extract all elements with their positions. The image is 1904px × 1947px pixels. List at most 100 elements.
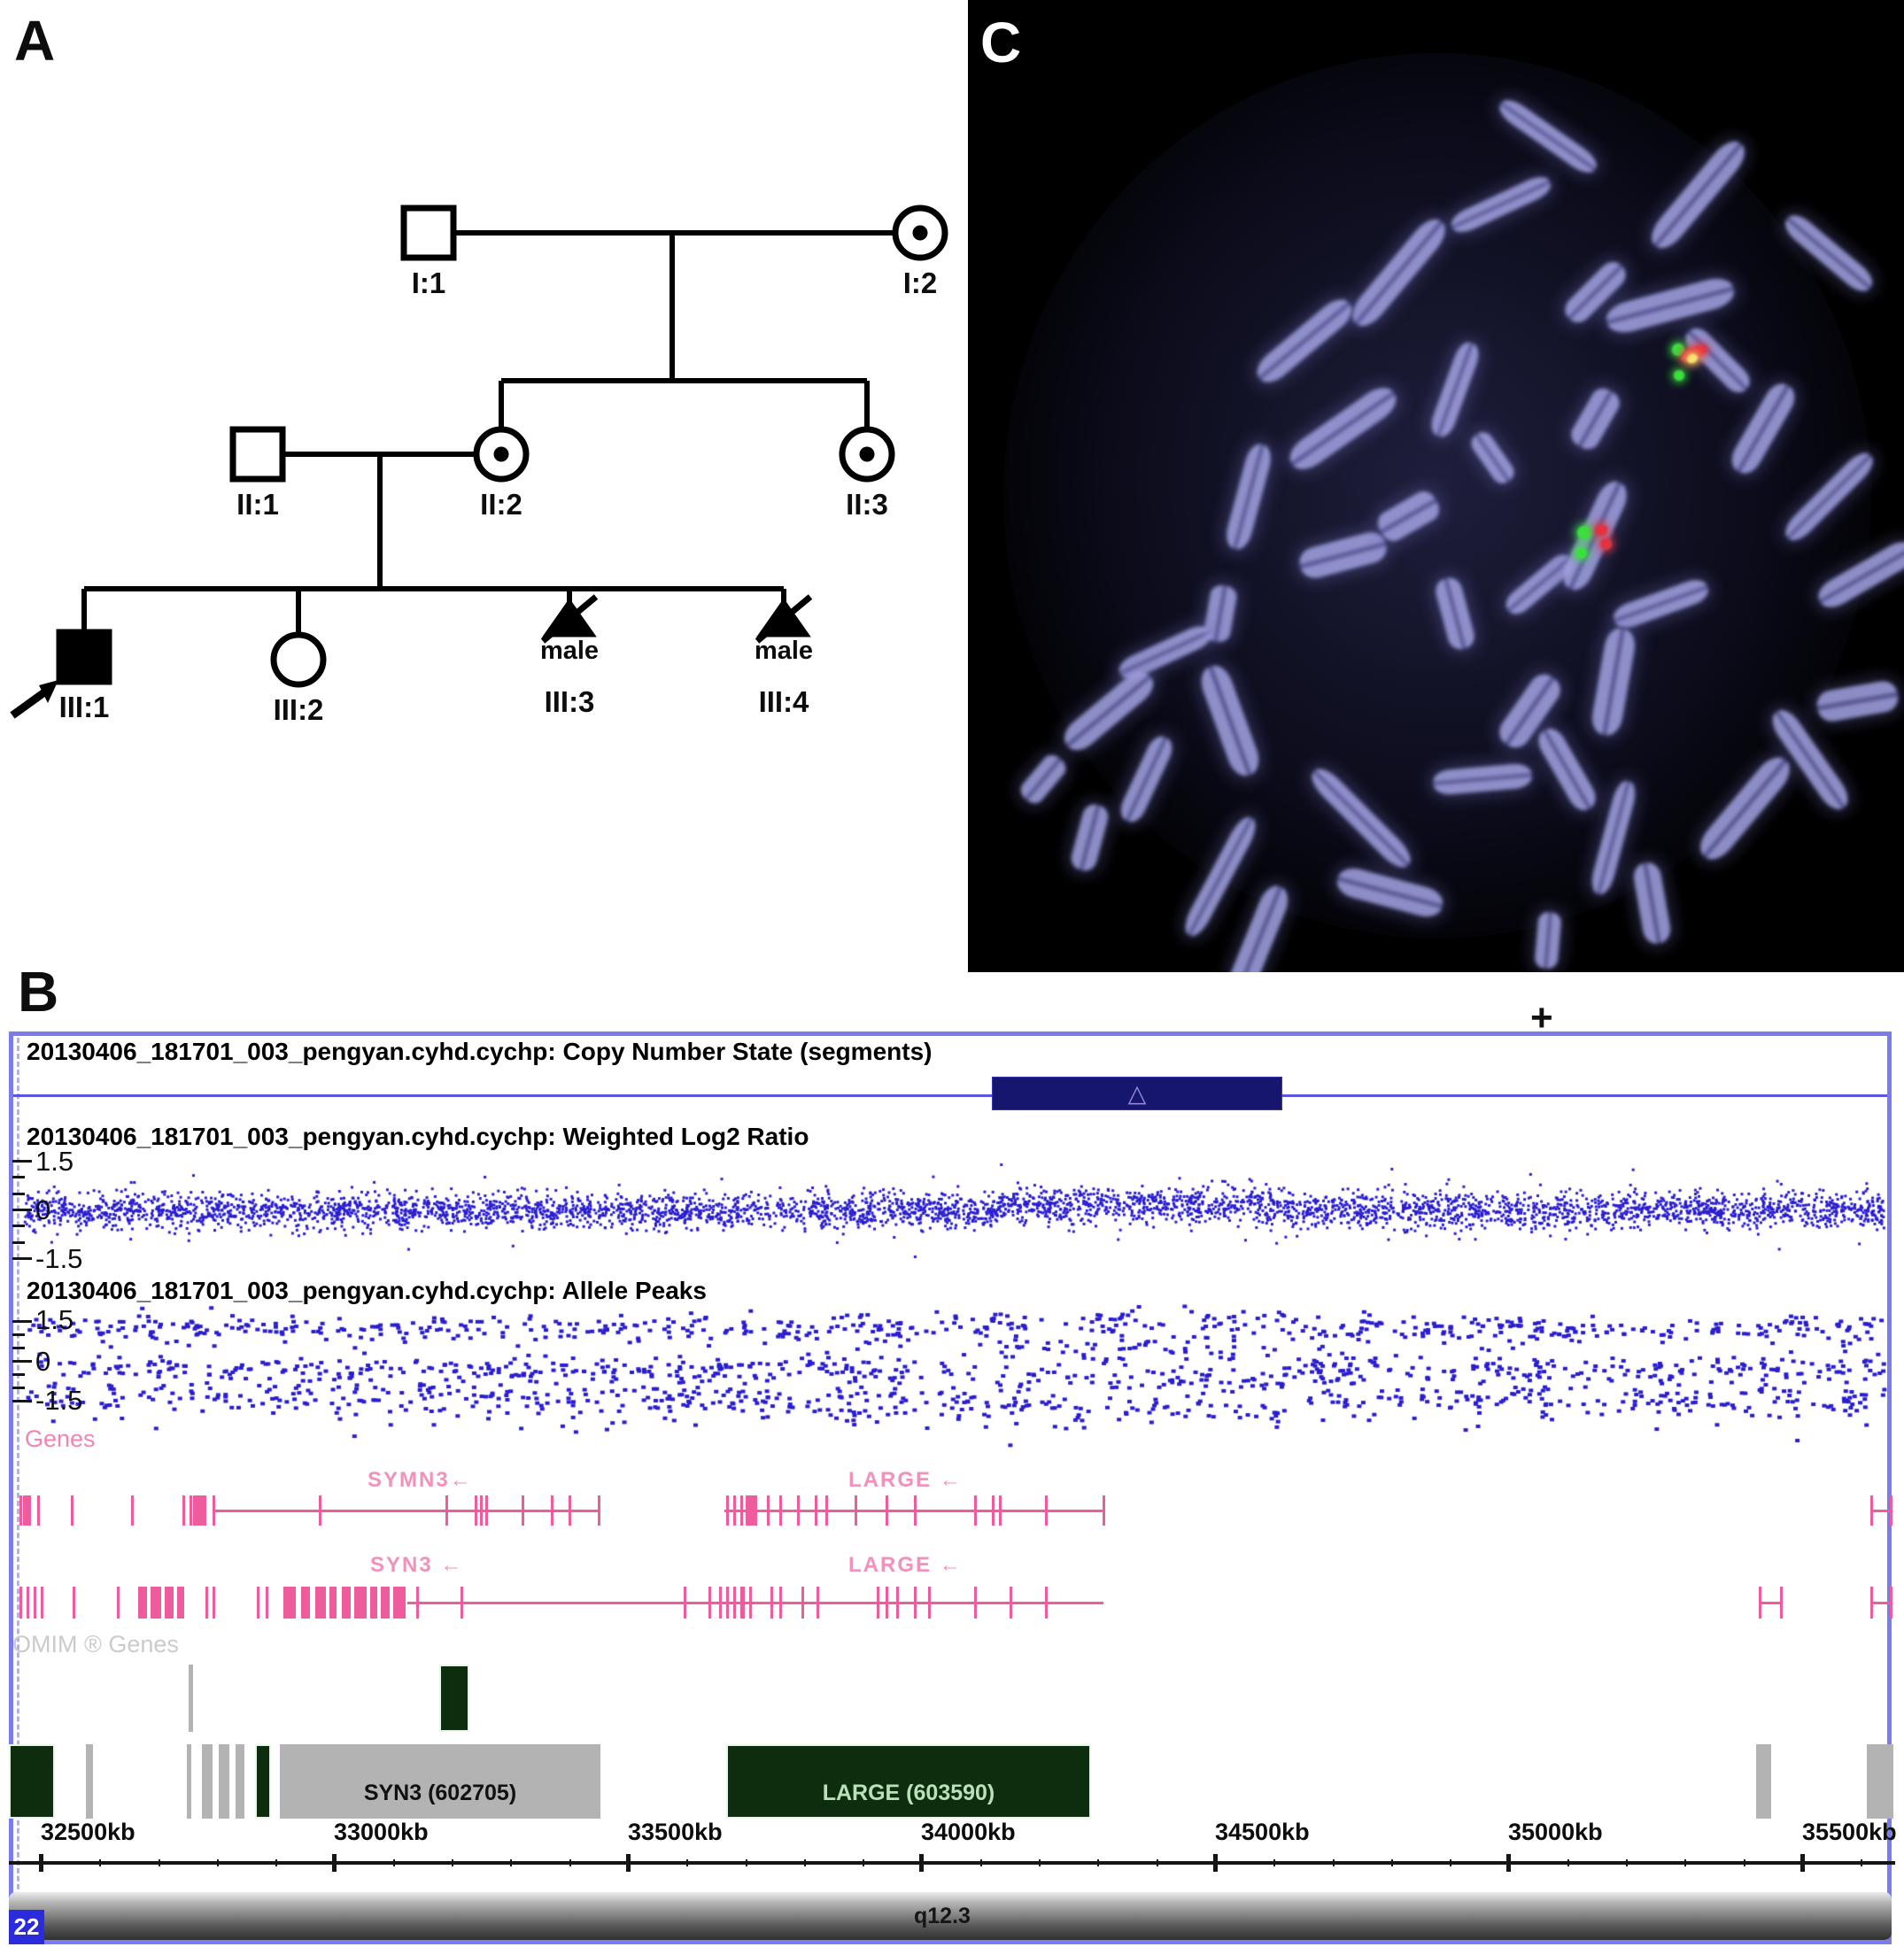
gene-exon-tick bbox=[485, 1495, 488, 1526]
omim-gene-box[interactable] bbox=[236, 1744, 244, 1819]
omim-gene-box[interactable] bbox=[202, 1744, 213, 1819]
ruler-minor-tick bbox=[99, 1859, 101, 1866]
omim-gene-box[interactable] bbox=[86, 1744, 93, 1819]
axis-tick-mark bbox=[12, 1159, 32, 1163]
axis-tick-mark bbox=[12, 1360, 32, 1363]
ruler-minor-tick bbox=[1802, 1859, 1804, 1866]
ruler-minor-tick bbox=[804, 1859, 806, 1866]
gene-name-label[interactable]: SYN3 ← bbox=[370, 1553, 464, 1577]
ruler-minor-tick bbox=[1744, 1859, 1745, 1866]
gene-exon-tick bbox=[27, 1587, 29, 1619]
gene-exon-block bbox=[151, 1587, 161, 1619]
gene-exon-block bbox=[746, 1495, 755, 1526]
gene-exon-tick bbox=[1890, 1587, 1892, 1619]
axis-tick-label: 0 bbox=[35, 1194, 51, 1225]
omim-gene-box[interactable] bbox=[1756, 1744, 1771, 1819]
omim-gene-box[interactable]: SYN3 (602705) bbox=[280, 1744, 600, 1819]
ruler-position-label: 33500kb bbox=[628, 1819, 723, 1845]
omim-gene-box[interactable] bbox=[189, 1665, 193, 1732]
gene-exon-tick bbox=[740, 1495, 743, 1526]
axis-tick-mark bbox=[12, 1225, 25, 1228]
gene-name-label[interactable]: LARGE ← bbox=[848, 1553, 963, 1577]
axis-tick-mark bbox=[12, 1387, 25, 1390]
gene-exon-tick bbox=[569, 1495, 571, 1526]
cytoband-label: q12.3 bbox=[914, 1904, 971, 1928]
omim-gene-box[interactable] bbox=[9, 1744, 55, 1819]
gene-exon-tick bbox=[726, 1587, 729, 1619]
gene-exon-block bbox=[381, 1587, 390, 1619]
gene-exon-tick bbox=[817, 1587, 819, 1619]
ruler-minor-tick bbox=[452, 1859, 453, 1866]
gene-exon-tick bbox=[928, 1587, 931, 1619]
ruler-minor-tick bbox=[569, 1859, 571, 1866]
gene-intron-line bbox=[1759, 1602, 1780, 1604]
gene-exon-tick bbox=[974, 1495, 977, 1526]
axis-tick-mark bbox=[12, 1333, 25, 1336]
gene-exon-tick bbox=[37, 1495, 40, 1526]
gene-exon-tick bbox=[598, 1495, 600, 1526]
ruler-major-tick bbox=[332, 1854, 337, 1872]
ruler-minor-tick bbox=[1567, 1859, 1569, 1866]
ruler-minor-tick bbox=[217, 1859, 219, 1866]
gene-exon-tick bbox=[733, 1587, 736, 1619]
gene-name-label[interactable]: SYMN3← bbox=[368, 1468, 473, 1492]
coordinate-ruler-line bbox=[9, 1861, 1895, 1865]
ruler-minor-tick bbox=[510, 1859, 512, 1866]
omim-gene-box[interactable] bbox=[219, 1744, 229, 1819]
axis-tick-label: -1.5 bbox=[35, 1243, 83, 1274]
gene-exon-tick bbox=[855, 1495, 857, 1526]
gene-exon-tick bbox=[445, 1495, 448, 1526]
gene-exon-tick bbox=[41, 1587, 43, 1619]
ruler-minor-tick bbox=[1273, 1859, 1275, 1866]
gene-exon-tick bbox=[877, 1587, 879, 1619]
track-title-copy-number: 20130406_181701_003_pengyan.cyhd.cychp: … bbox=[27, 1038, 933, 1065]
axis-tick-mark bbox=[12, 1400, 32, 1403]
omim-gene-box[interactable] bbox=[187, 1744, 191, 1819]
ruler-minor-tick bbox=[1626, 1859, 1628, 1866]
gene-exon-block bbox=[329, 1587, 337, 1619]
gene-exon-tick bbox=[461, 1587, 463, 1619]
genes-track-label: Genes bbox=[25, 1425, 96, 1452]
gene-exon-tick bbox=[131, 1495, 134, 1526]
gene-name-label[interactable]: LARGE ← bbox=[848, 1468, 963, 1492]
gene-exon-tick bbox=[801, 1587, 804, 1619]
gene-exon-tick bbox=[914, 1587, 917, 1619]
omim-gene-box[interactable]: LARGE (603590) bbox=[726, 1744, 1091, 1819]
copy-number-segment[interactable]: △ bbox=[992, 1077, 1282, 1110]
gene-exon-block bbox=[342, 1587, 351, 1619]
gene-exon-block bbox=[283, 1587, 296, 1619]
gene-exon-tick bbox=[1103, 1495, 1105, 1526]
axis-tick-label: 0 bbox=[35, 1346, 51, 1377]
omim-gene-box[interactable] bbox=[439, 1665, 469, 1732]
gene-exon-tick bbox=[999, 1495, 1002, 1526]
gene-exon-tick bbox=[1759, 1587, 1761, 1619]
gene-exon-tick bbox=[182, 1495, 185, 1526]
gene-exon-tick bbox=[779, 1495, 782, 1526]
gene-exon-tick bbox=[71, 1495, 74, 1526]
axis-tick-mark bbox=[12, 1319, 32, 1323]
axis-tick-label: -1.5 bbox=[35, 1385, 83, 1416]
gene-exon-tick bbox=[914, 1495, 917, 1526]
gene-exon-tick bbox=[416, 1587, 419, 1619]
chromosome-ideogram[interactable] bbox=[9, 1892, 1892, 1940]
gene-exon-block bbox=[393, 1587, 406, 1619]
gene-exon-block bbox=[315, 1587, 326, 1619]
selection-dashed-line bbox=[17, 1038, 19, 1937]
axis-tick-label: 1.5 bbox=[35, 1304, 74, 1335]
ruler-position-label: 35500kb bbox=[1802, 1819, 1897, 1845]
gene-exon-tick bbox=[475, 1495, 477, 1526]
ruler-minor-tick bbox=[1861, 1859, 1862, 1866]
gene-intron-line bbox=[1870, 1602, 1890, 1604]
gene-exon-tick bbox=[266, 1587, 268, 1619]
gene-exon-tick bbox=[684, 1587, 686, 1619]
ruler-minor-tick bbox=[980, 1859, 982, 1866]
ruler-position-label: 34500kb bbox=[1215, 1819, 1310, 1845]
omim-gene-box[interactable] bbox=[1867, 1744, 1893, 1819]
gene-exon-tick bbox=[213, 1587, 215, 1619]
omim-gene-box[interactable] bbox=[255, 1744, 271, 1819]
gene-exon-block bbox=[138, 1587, 147, 1619]
gene-exon-tick bbox=[886, 1587, 888, 1619]
track-title-log2-ratio: 20130406_181701_003_pengyan.cyhd.cychp: … bbox=[27, 1123, 809, 1150]
gene-exon-tick bbox=[726, 1495, 729, 1526]
gene-exon-tick bbox=[190, 1495, 192, 1526]
